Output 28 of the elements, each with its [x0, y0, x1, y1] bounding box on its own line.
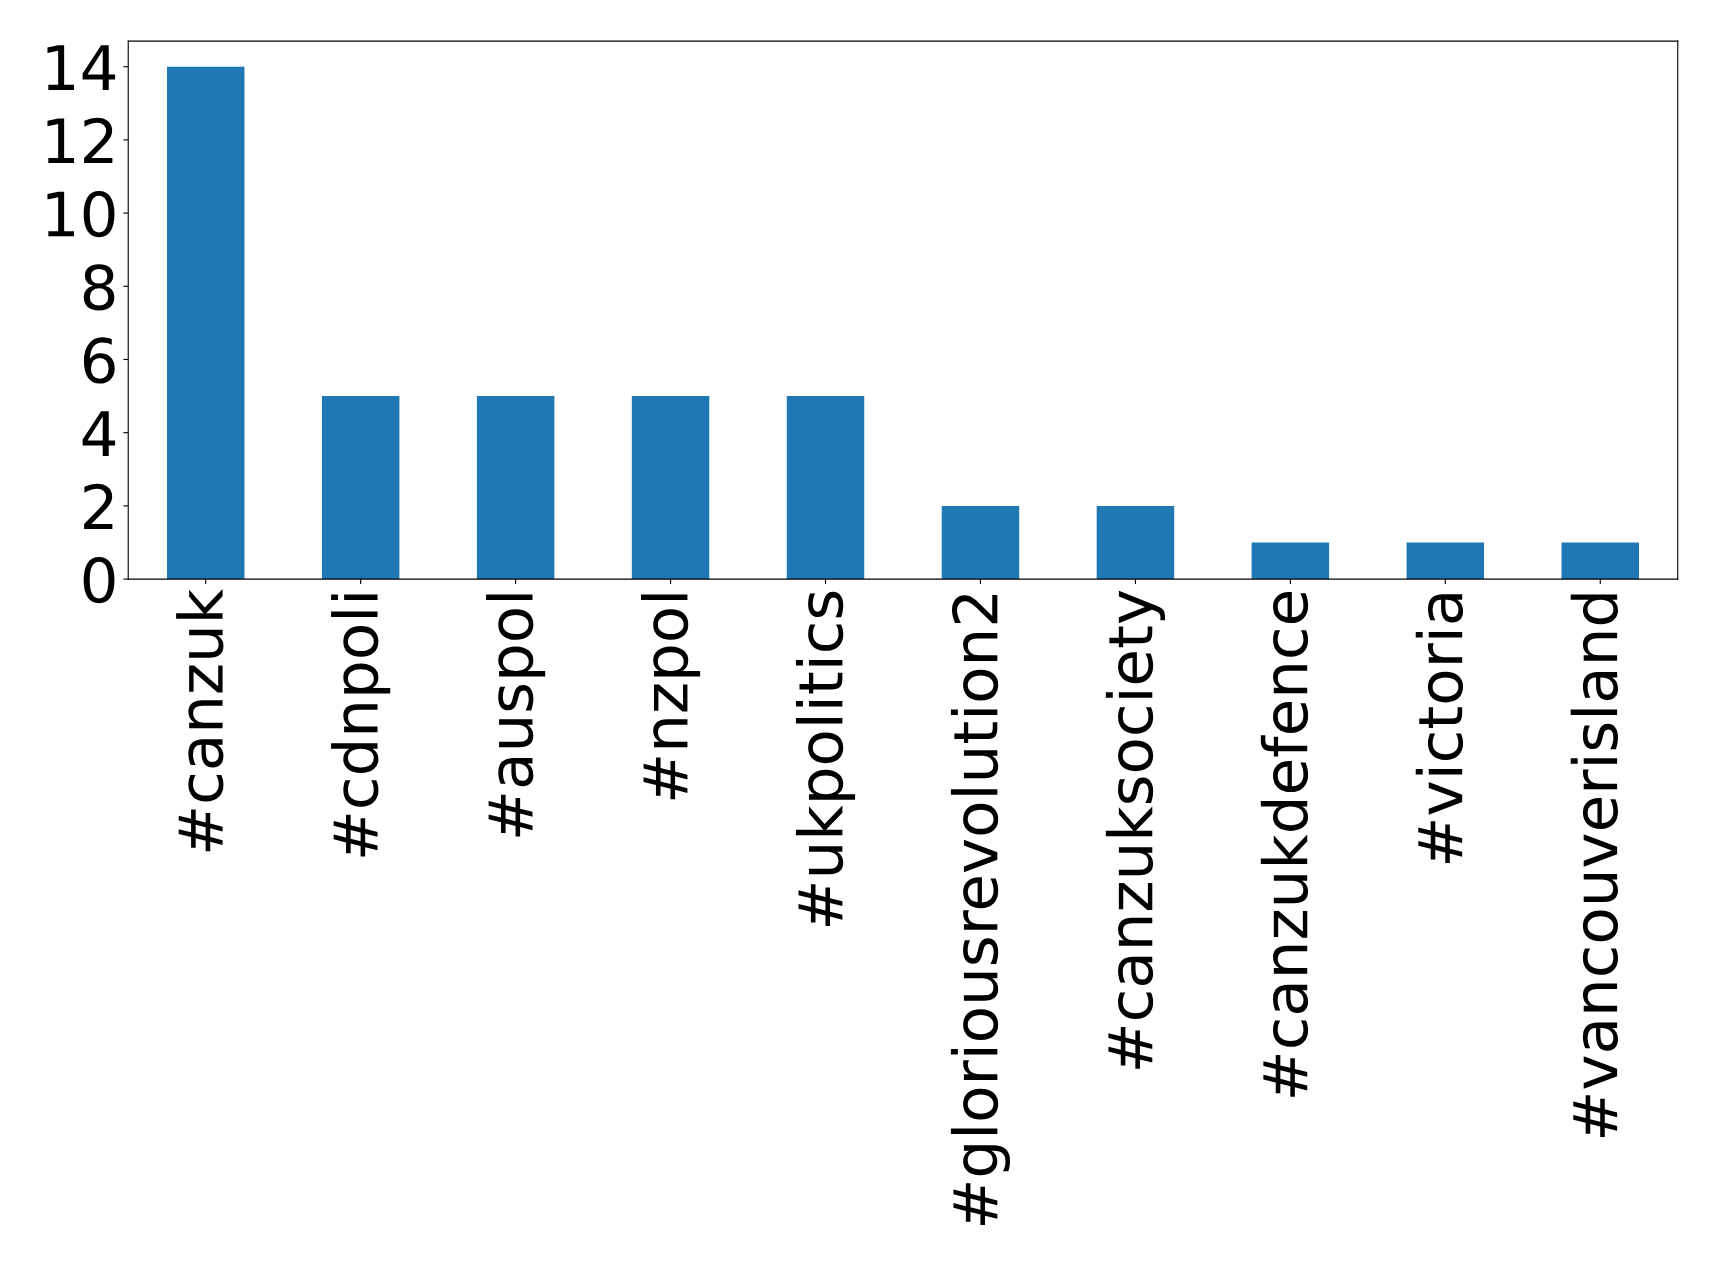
bar: [1096, 505, 1175, 580]
x-tick-label: #vancouverisland: [1570, 594, 1618, 1138]
x-tick-label: #cdnpoli: [331, 594, 391, 857]
bar: [166, 66, 245, 580]
x-tick-label: #ukpolitics: [795, 591, 856, 926]
y-tick-label: 6: [83, 337, 115, 384]
bar: [941, 505, 1020, 580]
y-tick-label: 8: [83, 264, 115, 311]
y-tick-label: 14: [47, 45, 116, 90]
x-tick-label: #canzuksociety: [1105, 590, 1165, 1069]
x-tick-label: #canzukdefence: [1260, 592, 1309, 1097]
y-tick-label: 4: [82, 411, 116, 456]
y-tick-label: 12: [47, 117, 113, 164]
bar: [476, 396, 555, 580]
bar: [1561, 542, 1640, 580]
bar: [786, 396, 865, 580]
bar: [1406, 542, 1485, 580]
x-tick-label: #gloriousrevolution2: [950, 594, 1011, 1226]
y-tick-label: 10: [47, 190, 115, 238]
x-tick-label: #nzpol: [640, 594, 701, 800]
y-tick-label: 2: [84, 483, 113, 530]
x-tick-label: #canzuk: [176, 588, 224, 852]
x-tick-label: #victoria: [1415, 594, 1464, 863]
bar: [1251, 542, 1330, 580]
x-tick-label: #auspol: [486, 594, 546, 837]
bar: [631, 396, 710, 580]
y-tick-label: 0: [83, 556, 115, 604]
bar: [321, 396, 400, 580]
